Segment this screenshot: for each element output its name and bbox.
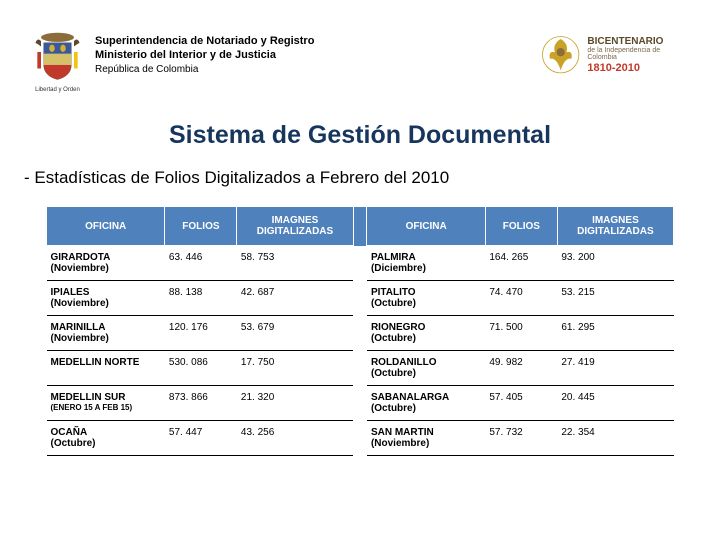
office-name: ROLDANILLO bbox=[371, 357, 437, 368]
table-row: OCAÑA(Octubre)57. 44743. 256SAN MARTIN(N… bbox=[47, 421, 674, 456]
office-name: MEDELLIN SUR bbox=[51, 392, 126, 403]
office-name: PALMIRA bbox=[371, 252, 416, 263]
cell-imagenes-right: 61. 295 bbox=[557, 316, 673, 351]
table-row: MEDELLIN NORTE 530. 08617. 750 ROLDANILLO(… bbox=[47, 351, 674, 386]
cell-imagenes-left: 58. 753 bbox=[237, 246, 353, 281]
cell-folios-left: 88. 138 bbox=[165, 281, 237, 316]
office-name: SAN MARTIN bbox=[371, 427, 434, 438]
cell-imagenes-left: 53. 679 bbox=[237, 316, 353, 351]
cell-imagenes-left: 21. 320 bbox=[237, 386, 353, 421]
cell-oficina-right: SABANALARGA(Octubre) bbox=[367, 386, 485, 421]
office-period: (Octubre) bbox=[371, 368, 481, 379]
office-name: PITALITO bbox=[371, 287, 416, 298]
office-period: (Octubre) bbox=[51, 438, 161, 449]
cell-folios-right: 74. 470 bbox=[485, 281, 557, 316]
cell-oficina-right: SAN MARTIN(Noviembre) bbox=[367, 421, 485, 456]
office-period: (Diciembre) bbox=[371, 263, 481, 274]
office-period: (Octubre) bbox=[371, 333, 481, 344]
cell-imagenes-right: 20. 445 bbox=[557, 386, 673, 421]
cell-folios-right: 71. 500 bbox=[485, 316, 557, 351]
office-name: OCAÑA bbox=[51, 427, 88, 438]
office-name: RIONEGRO bbox=[371, 322, 425, 333]
org-line-3: República de Colombia bbox=[95, 63, 530, 76]
cell-folios-left: 57. 447 bbox=[165, 421, 237, 456]
cell-oficina-left: OCAÑA(Octubre) bbox=[47, 421, 165, 456]
coat-of-arms: Libertad y Orden bbox=[30, 30, 85, 93]
bicentenario-years: 1810-2010 bbox=[587, 62, 690, 74]
cell-imagenes-left: 43. 256 bbox=[237, 421, 353, 456]
cell-folios-right: 49. 982 bbox=[485, 351, 557, 386]
office-name: MARINILLA bbox=[51, 322, 106, 333]
table-row: IPIALES(Noviembre)88. 13842. 687PITALITO… bbox=[47, 281, 674, 316]
cell-folios-right: 57. 405 bbox=[485, 386, 557, 421]
bicentenario-sub: de la Independencia de Colombia bbox=[587, 47, 690, 62]
office-name: GIRARDOTA bbox=[51, 252, 111, 263]
th-imagenes-right: IMAGNES DIGITALIZADAS bbox=[557, 207, 673, 246]
cell-folios-left: 530. 086 bbox=[165, 351, 237, 386]
cell-oficina-left: MARINILLA(Noviembre) bbox=[47, 316, 165, 351]
table-row: MARINILLA(Noviembre)120. 17653. 679RIONE… bbox=[47, 316, 674, 351]
stats-table: OFICINA FOLIOS IMAGNES DIGITALIZADAS OFI… bbox=[46, 206, 674, 456]
table-body: GIRARDOTA(Noviembre)63. 44658. 753PALMIR… bbox=[47, 246, 674, 456]
bicentenario-text: BICENTENARIO de la Independencia de Colo… bbox=[587, 36, 690, 74]
office-period: (Octubre) bbox=[371, 298, 481, 309]
table-row: GIRARDOTA(Noviembre)63. 44658. 753PALMIR… bbox=[47, 246, 674, 281]
cell-imagenes-left: 17. 750 bbox=[237, 351, 353, 386]
cell-folios-left: 873. 866 bbox=[165, 386, 237, 421]
th-folios-right: FOLIOS bbox=[485, 207, 557, 246]
cell-imagenes-right: 93. 200 bbox=[557, 246, 673, 281]
org-line-1: Superintendencia de Notariado y Registro bbox=[95, 34, 530, 48]
th-oficina-right: OFICINA bbox=[367, 207, 485, 246]
stats-table-wrap: OFICINA FOLIOS IMAGNES DIGITALIZADAS OFI… bbox=[0, 206, 720, 456]
cell-oficina-left: GIRARDOTA(Noviembre) bbox=[47, 246, 165, 281]
page-header: Libertad y Orden Superintendencia de Not… bbox=[0, 0, 720, 103]
cell-separator bbox=[353, 316, 367, 351]
office-period: (Noviembre) bbox=[371, 438, 481, 449]
page-subtitle: - Estadísticas de Folios Digitalizados a… bbox=[0, 168, 720, 206]
th-imagenes-left: IMAGNES DIGITALIZADAS bbox=[237, 207, 353, 246]
table-header-row: OFICINA FOLIOS IMAGNES DIGITALIZADAS OFI… bbox=[47, 207, 674, 246]
bicentenario-icon bbox=[540, 34, 581, 76]
shield-caption: Libertad y Orden bbox=[30, 87, 85, 93]
cell-separator bbox=[353, 281, 367, 316]
cell-oficina-right: PALMIRA(Diciembre) bbox=[367, 246, 485, 281]
cell-folios-right: 164. 265 bbox=[485, 246, 557, 281]
cell-separator bbox=[353, 351, 367, 386]
office-name: IPIALES bbox=[51, 287, 90, 298]
org-line-2: Ministerio del Interior y de Justicia bbox=[95, 48, 530, 62]
table-row: MEDELLIN SUR(ENERO 15 A FEB 15)873. 8662… bbox=[47, 386, 674, 421]
office-name: MEDELLIN NORTE bbox=[51, 357, 140, 368]
office-name: SABANALARGA bbox=[371, 392, 449, 403]
cell-folios-left: 120. 176 bbox=[165, 316, 237, 351]
office-period: (ENERO 15 A FEB 15) bbox=[51, 403, 161, 412]
cell-oficina-left: IPIALES(Noviembre) bbox=[47, 281, 165, 316]
cell-separator bbox=[353, 246, 367, 281]
th-oficina-left: OFICINA bbox=[47, 207, 165, 246]
cell-oficina-left: MEDELLIN SUR(ENERO 15 A FEB 15) bbox=[47, 386, 165, 421]
cell-imagenes-right: 22. 354 bbox=[557, 421, 673, 456]
cell-oficina-left: MEDELLIN NORTE bbox=[47, 351, 165, 386]
office-period: (Noviembre) bbox=[51, 298, 161, 309]
cell-imagenes-left: 42. 687 bbox=[237, 281, 353, 316]
cell-separator bbox=[353, 421, 367, 456]
cell-oficina-right: RIONEGRO(Octubre) bbox=[367, 316, 485, 351]
cell-folios-right: 57. 732 bbox=[485, 421, 557, 456]
cell-imagenes-right: 27. 419 bbox=[557, 351, 673, 386]
cell-folios-left: 63. 446 bbox=[165, 246, 237, 281]
office-period: (Octubre) bbox=[371, 403, 481, 414]
bicentenario-badge: BICENTENARIO de la Independencia de Colo… bbox=[540, 30, 690, 80]
header-org-text: Superintendencia de Notariado y Registro… bbox=[95, 30, 530, 76]
bicentenario-title: BICENTENARIO bbox=[587, 36, 690, 47]
cell-separator bbox=[353, 386, 367, 421]
th-separator bbox=[353, 207, 367, 246]
th-folios-left: FOLIOS bbox=[165, 207, 237, 246]
office-period: (Noviembre) bbox=[51, 263, 161, 274]
page-title: Sistema de Gestión Documental bbox=[0, 121, 720, 150]
shield-icon bbox=[30, 30, 85, 85]
cell-oficina-right: PITALITO(Octubre) bbox=[367, 281, 485, 316]
cell-imagenes-right: 53. 215 bbox=[557, 281, 673, 316]
office-period: (Noviembre) bbox=[51, 333, 161, 344]
cell-oficina-right: ROLDANILLO(Octubre) bbox=[367, 351, 485, 386]
